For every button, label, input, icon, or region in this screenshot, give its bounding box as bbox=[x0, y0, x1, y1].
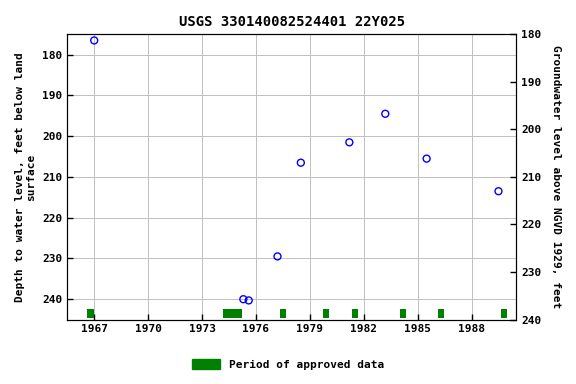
Title: USGS 330140082524401 22Y025: USGS 330140082524401 22Y025 bbox=[179, 15, 405, 29]
Point bbox=[90, 37, 99, 43]
Bar bbox=[88, 310, 94, 318]
Point bbox=[273, 253, 282, 260]
Bar bbox=[323, 310, 329, 318]
Point bbox=[422, 156, 431, 162]
Point bbox=[238, 296, 248, 302]
Bar bbox=[223, 310, 242, 318]
Bar bbox=[351, 310, 358, 318]
Point bbox=[381, 111, 390, 117]
Point bbox=[244, 297, 253, 303]
Y-axis label: Depth to water level, feet below land
surface: Depth to water level, feet below land su… bbox=[15, 52, 37, 302]
Legend: Period of approved data: Period of approved data bbox=[188, 355, 388, 375]
Point bbox=[345, 139, 354, 146]
Y-axis label: Groundwater level above NGVD 1929, feet: Groundwater level above NGVD 1929, feet bbox=[551, 45, 561, 309]
Bar bbox=[280, 310, 286, 318]
Bar bbox=[501, 310, 507, 318]
Point bbox=[494, 188, 503, 194]
Bar bbox=[438, 310, 444, 318]
Point bbox=[296, 160, 305, 166]
Bar bbox=[400, 310, 407, 318]
